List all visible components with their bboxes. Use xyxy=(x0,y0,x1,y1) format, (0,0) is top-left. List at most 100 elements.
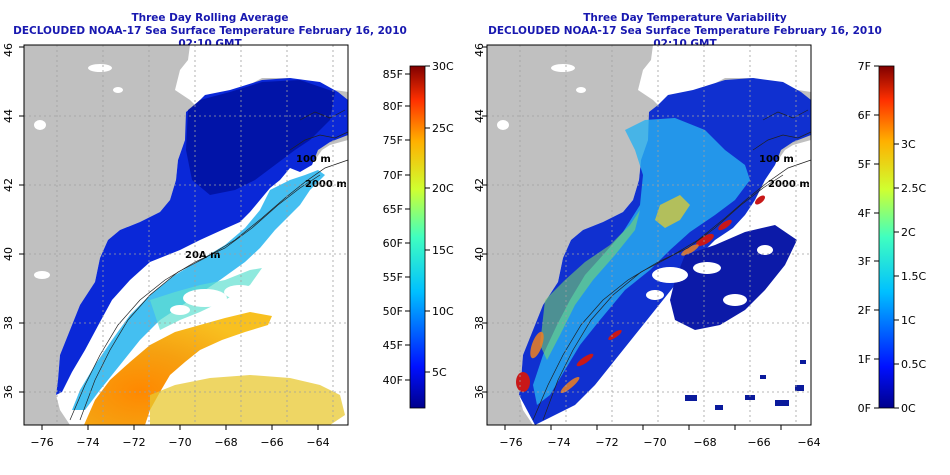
left-title: Three Day Rolling Average xyxy=(131,12,289,24)
left-lat-tick: 38 xyxy=(2,316,15,330)
right-lon-tick: −66 xyxy=(747,436,770,449)
right-lon-tick: −64 xyxy=(797,436,820,449)
right-gridlines xyxy=(487,45,811,425)
left-gulf-stream xyxy=(84,312,272,425)
right-cloud-gaps xyxy=(646,245,773,306)
right-contour-label-100: 100 m xyxy=(759,154,794,165)
right-var-scatter xyxy=(685,360,806,410)
left-cb-f-label: 50F xyxy=(383,305,403,318)
left-lake-2 xyxy=(113,87,123,93)
left-lake-3 xyxy=(34,120,46,130)
left-lon-labels: −76 −74 −72 −70 −68 −66 −64 xyxy=(30,436,329,449)
right-axis-ticks xyxy=(482,46,782,430)
left-cb-c-label: 15C xyxy=(432,244,454,257)
right-cb-f-label: 3F xyxy=(858,255,871,268)
right-cb-c-label: 2.5C xyxy=(901,182,926,195)
left-colorbar xyxy=(409,65,426,409)
left-cb-f-label: 70F xyxy=(383,169,403,182)
right-cb-f-label: 7F xyxy=(858,60,871,73)
left-lat-tick: 42 xyxy=(2,178,15,192)
left-cloud-gaps xyxy=(170,254,273,315)
left-lake-4 xyxy=(34,271,50,279)
right-lon-tick: −76 xyxy=(499,436,522,449)
right-lon-tick: −68 xyxy=(693,436,716,449)
right-map-svg: 100 m 2000 m xyxy=(475,43,926,449)
left-colorbar-c-labels: 30C 25C 20C 15C 10C 5C xyxy=(432,60,454,379)
right-lat-tick: 46 xyxy=(475,43,486,57)
left-lon-tick: −70 xyxy=(168,436,191,449)
left-cb-c-label: 10C xyxy=(432,305,454,318)
right-colorbar xyxy=(878,65,895,409)
left-contour-label-2000: 2000 m xyxy=(305,179,347,190)
right-lake-1 xyxy=(551,64,575,72)
left-lake-1 xyxy=(88,64,112,72)
right-var-green xyxy=(540,210,640,360)
left-cb-c-label: 30C xyxy=(432,60,454,73)
right-contour-label-2000: 2000 m xyxy=(768,179,810,190)
right-cb-f-label: 6F xyxy=(858,109,871,122)
left-lat-labels: 36 38 40 42 44 46 xyxy=(2,43,15,399)
left-lon-tick: −68 xyxy=(214,436,237,449)
right-cb-f-label: 0F xyxy=(858,402,871,415)
right-lat-tick: 42 xyxy=(475,178,486,192)
right-cb-f-label: 4F xyxy=(858,207,871,220)
right-colorbar-f-labels: 7F 6F 5F 4F 3F 2F 1F 0F xyxy=(858,60,871,415)
left-colorbar-f-labels: 85F 80F 75F 70F 65F 60F 55F 50F 45F 40F xyxy=(383,68,403,387)
right-lat-tick: 40 xyxy=(475,247,486,261)
left-cb-f-label: 45F xyxy=(383,339,403,352)
left-cb-f-label: 40F xyxy=(383,374,403,387)
right-var-hotspots xyxy=(516,195,765,392)
left-contour-label-20a: 20A m xyxy=(185,250,221,261)
right-cb-c-label: 0C xyxy=(901,402,916,415)
left-gridlines xyxy=(24,45,348,425)
left-lat-tick: 46 xyxy=(2,43,15,57)
right-lake-3 xyxy=(497,120,509,130)
right-contours xyxy=(532,109,812,421)
left-lon-tick: −66 xyxy=(260,436,283,449)
left-lat-tick: 40 xyxy=(2,247,15,261)
left-warm-scatter xyxy=(150,375,345,425)
left-cb-f-label: 75F xyxy=(383,134,403,147)
left-cb-c-label: 20C xyxy=(432,182,454,195)
right-cb-f-label: 2F xyxy=(858,304,871,317)
left-lat-tick: 36 xyxy=(2,385,15,399)
left-lon-tick: −64 xyxy=(306,436,329,449)
left-panel: Three Day Rolling Average DECLOUDED NOAA… xyxy=(2,12,454,449)
right-map-border xyxy=(486,44,812,426)
right-lat-labels: 36 38 40 42 44 46 xyxy=(475,43,486,399)
right-lat-tick: 44 xyxy=(475,109,486,123)
right-cb-c-label: 3C xyxy=(901,138,916,151)
left-cb-f-label: 85F xyxy=(383,68,403,81)
right-var-yellow xyxy=(655,195,690,228)
left-cb-c-label: 5C xyxy=(432,366,447,379)
left-map-border xyxy=(23,44,349,426)
right-colorbar-c-labels: 3C 2.5C 2C 1.5C 1C 0.5C 0C xyxy=(901,138,926,415)
right-var-orange-streaks xyxy=(530,244,699,394)
left-lon-tick: −72 xyxy=(122,436,145,449)
right-panel: Three Day Temperature Variability DECLOU… xyxy=(475,0,950,475)
left-cb-f-label: 65F xyxy=(383,203,403,216)
left-contours xyxy=(69,109,349,421)
right-cb-f-label: 5F xyxy=(858,158,871,171)
left-lon-tick: −76 xyxy=(30,436,53,449)
right-lon-tick: −70 xyxy=(643,436,666,449)
left-axis-ticks xyxy=(19,46,319,430)
left-contour-label-100: 100 m xyxy=(296,154,331,165)
left-cb-f-label: 55F xyxy=(383,271,403,284)
right-cb-c-label: 1C xyxy=(901,314,916,327)
right-cb-c-label: 2C xyxy=(901,226,916,239)
left-map-svg: 100 m 2000 m 20A m xyxy=(2,43,454,449)
right-var-cyan xyxy=(533,118,750,405)
left-cb-c-label: 25C xyxy=(432,122,454,135)
left-sst-darkest xyxy=(186,80,335,195)
right-lon-tick: −72 xyxy=(595,436,618,449)
right-lake-2 xyxy=(576,87,586,93)
right-cb-c-label: 1.5C xyxy=(901,270,926,283)
right-colorbar-ticks xyxy=(874,65,899,409)
right-lat-tick: 36 xyxy=(475,385,486,399)
right-lat-tick: 38 xyxy=(475,316,486,330)
right-lon-labels: −76 −74 −72 −70 −68 −66 −64 xyxy=(499,436,820,449)
left-cb-f-label: 80F xyxy=(383,100,403,113)
left-colorbar-ticks xyxy=(405,65,430,381)
right-lon-tick: −74 xyxy=(547,436,570,449)
